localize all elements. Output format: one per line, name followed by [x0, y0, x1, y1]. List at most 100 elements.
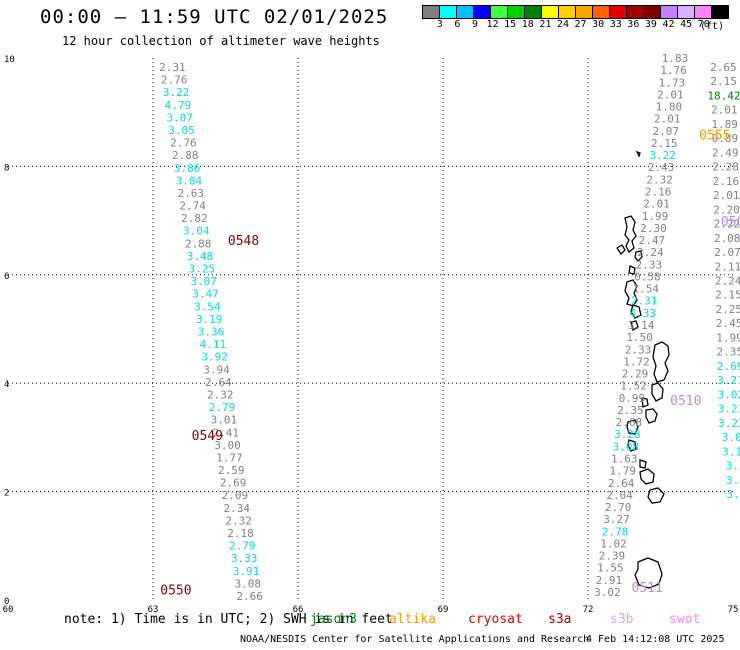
- wave-height-value: 2.11: [715, 260, 740, 273]
- wave-height-value: 1.54: [633, 283, 660, 296]
- island-outline: [647, 487, 665, 504]
- wave-height-value: 2.09: [222, 489, 249, 502]
- maldives-islands: [616, 150, 670, 589]
- wave-height-value: 2.34: [224, 502, 251, 515]
- wave-height-value: 2.33: [625, 343, 652, 356]
- wave-height-value: 2.64: [608, 477, 635, 490]
- wave-height-value: 3.04: [183, 225, 210, 238]
- island-outline: [651, 382, 664, 402]
- wave-height-value: 2.68: [616, 416, 643, 429]
- wave-height-value: 2.08: [714, 232, 740, 245]
- pass-label: 0549: [192, 429, 223, 444]
- legend-label: 70: [697, 19, 710, 30]
- map-title: 00:00 – 11:59 UTC 02/01/2025: [40, 6, 389, 28]
- wave-height-value: 2.74: [179, 200, 206, 213]
- wave-height-value: 4.11: [200, 338, 227, 351]
- x-tick-label: 72: [583, 605, 594, 615]
- pass-number-labels: 0548 0549 0550 0555 0509 0510 0511: [160, 128, 740, 598]
- wave-height-value: 1.72: [623, 355, 650, 368]
- wave-height-value: 3.08: [613, 440, 640, 453]
- wave-height-value: 3.21: [718, 403, 740, 416]
- wave-height-value: 2.01: [643, 198, 670, 211]
- wave-height-value: 3.: [726, 460, 739, 473]
- satellite-label-cryosat: cryosat: [468, 612, 523, 627]
- wave-height-value: 18.42: [707, 89, 740, 102]
- wave-height-value: 1.79: [609, 465, 636, 478]
- wave-height-value: 2.39: [599, 550, 626, 563]
- wave-height-value: 2.15: [715, 289, 740, 302]
- wave-height-value: 3.47: [192, 288, 219, 301]
- x-tick-label: 66: [293, 605, 304, 615]
- wave-height-value: 2.76: [161, 74, 188, 87]
- wave-height-value: 0.89: [712, 132, 739, 145]
- island-outline: [639, 468, 655, 485]
- wave-height-value: 3.05: [168, 124, 195, 137]
- wave-height-value: 3.14: [628, 319, 655, 332]
- wave-height-value: 1.77: [216, 451, 243, 464]
- wave-height-value: 3.36: [198, 326, 225, 339]
- island-outline: [641, 397, 649, 408]
- wave-height-value: 2.31: [159, 61, 186, 74]
- legend-swatches: [422, 5, 729, 19]
- island-outline: [616, 244, 626, 256]
- wave-height-value: 2.49: [712, 146, 739, 159]
- island-outline: [652, 341, 670, 383]
- wave-height-value: 3.84: [176, 174, 203, 187]
- island-outline: [624, 279, 638, 307]
- lat-lon-grid: [8, 58, 733, 600]
- y-tick-label: 4: [4, 380, 9, 390]
- credit-line: NOAA/NESDIS Center for Satellite Applica…: [240, 634, 590, 645]
- wave-height-value: 3.27: [603, 513, 630, 526]
- wave-height-value: 2.43: [648, 161, 675, 174]
- y-tick-label: 6: [4, 272, 9, 282]
- wave-height-value: 2.15: [651, 137, 678, 150]
- altimeter-track-3: 2.652.1518.422.011.890.892.492.282.162.0…: [707, 61, 740, 501]
- pass-label: 0511: [632, 581, 663, 596]
- wave-height-value: 2.63: [177, 187, 204, 200]
- legend-label: 12: [486, 19, 499, 30]
- island-outline: [630, 304, 642, 319]
- wave-height-value: 2.24: [715, 275, 740, 288]
- satellite-label-swot: swot: [669, 612, 701, 627]
- wave-height-value: 3.: [726, 488, 739, 501]
- wave-height-value: 2.69: [220, 477, 247, 490]
- satellite-label-s3a: s3a: [548, 612, 572, 627]
- wave-height-value: 2.22: [714, 218, 740, 231]
- wave-height-value: 2.33: [636, 258, 663, 271]
- x-tick-label: 60: [3, 605, 14, 615]
- pass-label: 0509: [721, 215, 740, 230]
- wave-height-value: 3.33: [231, 552, 258, 565]
- legend-label: 15: [504, 19, 517, 30]
- wave-height-value: 3.22: [718, 417, 740, 430]
- wave-height-value: 3.91: [233, 565, 260, 578]
- wave-height-value: 2.66: [236, 590, 263, 603]
- pass-label: 0548: [228, 234, 259, 249]
- wave-height-value: 1.99: [716, 331, 740, 344]
- wave-height-value: 2.31: [631, 295, 658, 308]
- island-outline: [634, 557, 663, 589]
- wave-height-value: 2.16: [713, 175, 740, 188]
- island-outline: [627, 439, 637, 452]
- wave-height-value: 2.91: [596, 574, 623, 587]
- wave-height-value: 3.02: [717, 388, 740, 401]
- island-outline: [639, 459, 647, 469]
- wave-height-value: 1.99: [642, 210, 669, 223]
- wave-height-value: 3.28: [614, 428, 641, 441]
- wave-height-value: 3.94: [203, 363, 230, 376]
- wave-height-value: 2.01: [657, 88, 684, 101]
- pass-label: 0550: [160, 584, 191, 599]
- wave-height-value: 1.63: [611, 453, 638, 466]
- wave-height-value: 2.29: [622, 368, 649, 381]
- altimeter-track-1: 2.312.763.224.793.073.052.762.883.863.84…: [159, 61, 263, 603]
- y-tick-label: 8: [4, 163, 9, 173]
- legend-label: 24: [556, 19, 569, 30]
- island-outline: [634, 250, 643, 262]
- wave-height-value: 3.07: [190, 275, 217, 288]
- wave-height-value: 4.79: [165, 99, 192, 112]
- axis-tick-labels: 60 63 66 69 72 75 0 2 4 6 8 10: [3, 55, 739, 615]
- wave-height-value: 2.78: [602, 525, 629, 538]
- wave-height-value: 3.21: [717, 374, 740, 387]
- satellite-label-altika: altika: [389, 612, 436, 627]
- wave-height-value: 2.65: [710, 61, 737, 74]
- footer-note: note: 1) Time is in UTC; 2) SWH is in fe…: [64, 612, 393, 627]
